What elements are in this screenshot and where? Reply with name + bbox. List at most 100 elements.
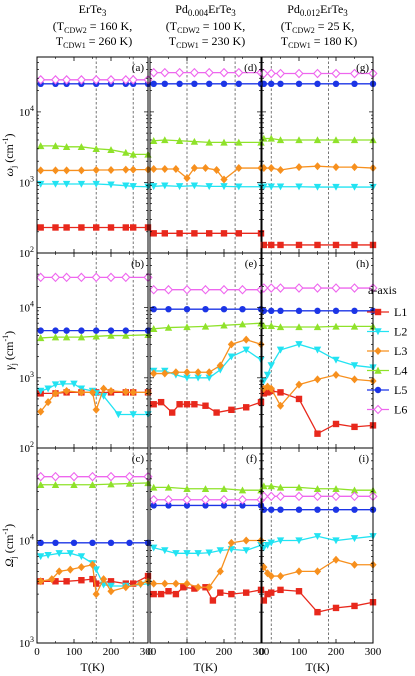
legend-marker: [374, 347, 382, 355]
data-point-L2: [350, 183, 359, 191]
legend-entry-L6: L6: [367, 403, 407, 417]
data-point-L2: [183, 374, 191, 382]
data-point-L2: [267, 539, 275, 547]
data-point-L3: [77, 166, 85, 175]
series-line-L2: [153, 544, 262, 554]
data-point-L1: [213, 409, 220, 416]
data-point-L5: [268, 506, 275, 513]
x-tick-label: 100: [179, 646, 196, 658]
data-point-L2: [332, 537, 340, 545]
data-point-L1: [217, 589, 224, 596]
data-point-L1: [332, 604, 340, 612]
data-point-L2: [55, 550, 63, 558]
x-tick-label: 200: [216, 646, 233, 658]
data-point-L4: [295, 136, 303, 144]
y-unit-exp: -1: [1, 528, 10, 535]
tcdw-value: = 25 K,: [315, 19, 354, 33]
data-point-L2: [350, 535, 359, 543]
data-point-L3: [55, 567, 63, 576]
data-point-L1: [93, 224, 100, 231]
data-point-L5: [277, 506, 284, 513]
panel-frame: [36, 252, 149, 449]
data-point-L5: [183, 502, 191, 509]
data-point-L4: [77, 143, 86, 151]
data-point-L2: [263, 371, 272, 379]
data-point-L1: [243, 404, 250, 411]
data-point-L6: [275, 491, 286, 502]
data-point-L2: [37, 553, 45, 561]
data-point-L2: [150, 183, 158, 191]
data-point-L1: [180, 584, 187, 591]
data-point-L1: [277, 389, 284, 396]
data-point-L5: [220, 305, 228, 313]
data-point-L2: [66, 550, 74, 558]
data-point-L2: [114, 411, 123, 419]
data-point-L6: [331, 283, 341, 293]
data-point-L4: [295, 483, 303, 491]
data-point-L4: [164, 483, 173, 491]
data-point-L6: [219, 67, 229, 78]
data-point-L5: [314, 506, 321, 513]
data-point-L3: [161, 165, 169, 174]
y-tick-base: 10: [19, 536, 31, 548]
data-point-L5: [220, 502, 228, 509]
data-point-L2: [242, 547, 250, 555]
data-point-L5: [314, 307, 321, 315]
formula-sub: 3: [231, 8, 236, 18]
panel-f: (f) 0 100 200 300: [147, 447, 270, 658]
data-point-L4: [183, 485, 191, 492]
data-point-L5: [239, 305, 246, 313]
data-point-L4: [332, 136, 340, 144]
data-point-L4: [350, 322, 359, 330]
legend-entry-L2: L2: [367, 325, 407, 339]
column-title-2: Pd0.012ErTe3(TCDW2 = 25 K, TCDW1 = 180 K…: [278, 2, 357, 50]
data-point-L4: [220, 138, 228, 146]
data-point-L3: [227, 340, 235, 349]
data-point-L3: [100, 384, 108, 393]
data-point-L6: [76, 75, 86, 85]
data-point-L3: [350, 163, 359, 172]
tcdw-value: = 160 K,: [87, 19, 132, 33]
y-axis-label: Ωj (cm-1): [1, 524, 18, 567]
data-point-L3: [313, 162, 322, 171]
data-point-L4: [122, 331, 130, 339]
data-point-L1: [264, 590, 271, 598]
data-point-L4: [107, 331, 115, 339]
data-point-L4: [37, 481, 45, 488]
x-tick-label: 200: [328, 646, 345, 658]
data-point-L3: [161, 369, 169, 378]
data-point-L1: [228, 590, 235, 598]
data-point-L1: [157, 398, 165, 406]
data-point-L3: [332, 163, 340, 172]
data-point-L1: [332, 241, 340, 249]
legend: a-axis L1 L2 L3 L4 L5 L6: [367, 283, 407, 417]
data-point-L1: [235, 230, 242, 237]
data-point-L1: [277, 586, 284, 594]
data-point-L3: [201, 164, 210, 173]
data-point-L3: [332, 555, 340, 564]
y-symbol: γ: [2, 365, 16, 370]
legend-label: L6: [394, 403, 407, 417]
y-tick-base: 10: [19, 303, 31, 315]
data-point-L4: [332, 322, 340, 330]
y-symbol-sub: j: [9, 556, 18, 559]
data-point-L4: [201, 485, 210, 492]
tcdw-T: T: [53, 34, 64, 48]
y-symbol: Ω: [2, 558, 16, 567]
data-point-L6: [163, 494, 174, 505]
data-point-L5: [165, 502, 172, 509]
data-point-L3: [276, 401, 285, 410]
data-point-L2: [172, 550, 180, 558]
data-point-L5: [161, 80, 168, 88]
data-point-L4: [164, 323, 173, 331]
data-point-L5: [37, 539, 44, 547]
data-point-L2: [62, 180, 71, 188]
data-point-L6: [149, 284, 159, 295]
data-point-L5: [202, 502, 209, 509]
data-point-L1: [260, 597, 268, 604]
data-point-L3: [92, 405, 100, 414]
data-point-L6: [331, 68, 341, 79]
formula-sub: 3: [343, 8, 348, 18]
y-tick-base: 10: [19, 443, 31, 455]
